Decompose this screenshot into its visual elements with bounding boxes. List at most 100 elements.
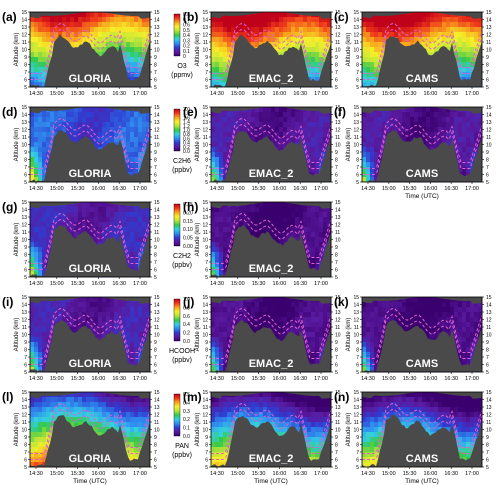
heat-cell [102, 142, 107, 148]
heat-cell [263, 12, 268, 18]
heat-cell [227, 242, 232, 248]
y-tick-label: 12 [21, 318, 27, 324]
heat-cell [422, 112, 427, 118]
heat-cell [287, 297, 292, 303]
heat-cell [299, 117, 304, 123]
heat-cell [251, 122, 256, 128]
y-tick-label: 8 [24, 158, 27, 164]
heat-cell [370, 47, 375, 53]
y-tick-label: 9 [356, 55, 359, 61]
heat-cell [255, 327, 260, 333]
heat-cell [70, 312, 75, 318]
heat-cell [134, 342, 139, 348]
heat-cell [86, 227, 91, 233]
heat-cell [362, 112, 367, 118]
heat-cell [86, 107, 91, 113]
heat-cell [211, 132, 216, 138]
heat-cell [42, 132, 47, 138]
heat-cell [219, 112, 224, 118]
heat-cell [315, 237, 320, 243]
heat-cell [110, 317, 115, 323]
heat-cell [307, 67, 312, 73]
heat-cell [219, 22, 224, 28]
heat-cell [30, 322, 35, 328]
heat-cell [307, 247, 312, 253]
heat-cell [94, 232, 99, 238]
heat-cell [30, 157, 35, 163]
heat-cell [114, 127, 119, 133]
heat-cell [102, 112, 107, 118]
heat-cell [366, 162, 371, 168]
heat-cell [366, 152, 371, 158]
x-tick-label: 17:00 [314, 281, 328, 287]
heat-cell [466, 132, 471, 138]
heat-cell [458, 122, 463, 128]
heat-cell [219, 157, 224, 163]
heat-cell [215, 312, 220, 318]
heat-cell [315, 67, 320, 73]
heat-cell [130, 57, 135, 63]
heat-cell [279, 147, 284, 153]
heat-cell [223, 302, 228, 308]
heat-cell [102, 222, 107, 228]
heat-cell [279, 12, 284, 18]
heat-cell [378, 52, 383, 58]
heat-cell [130, 347, 135, 353]
heat-cell [126, 27, 131, 33]
heat-cell [110, 22, 115, 28]
heat-cell [319, 137, 324, 143]
heat-cell [239, 212, 244, 218]
heat-cell [406, 107, 411, 113]
heat-cell [323, 37, 328, 43]
heat-cell [146, 137, 151, 143]
x-tick-label: 15:00 [382, 91, 396, 97]
contour-line [30, 23, 151, 74]
heat-cell [231, 47, 236, 53]
heat-cell [474, 152, 479, 158]
heat-cell [307, 257, 312, 263]
heat-cell [267, 312, 272, 318]
heat-cell [414, 37, 419, 43]
heat-cell [227, 62, 232, 68]
heat-cell [82, 217, 87, 223]
heat-cell [235, 122, 240, 128]
heat-cell [138, 142, 143, 148]
heat-cell [227, 117, 232, 123]
heat-cell [130, 37, 135, 43]
heat-cell [327, 122, 332, 128]
heat-cell [251, 207, 256, 213]
heat-cell [50, 32, 55, 38]
heat-cell [263, 37, 268, 43]
heat-cell [370, 72, 375, 78]
heat-cell [90, 17, 95, 23]
y-tick-label: 13 [353, 120, 359, 126]
y-tick-label-right: 7 [486, 165, 489, 171]
heat-cell [215, 317, 220, 323]
y-tick-label-right: 5 [154, 85, 157, 91]
heat-cell [307, 232, 312, 238]
heat-cell [66, 132, 71, 138]
heat-cell [142, 152, 147, 158]
heat-cell [42, 302, 47, 308]
x-tick-label: 14:30 [29, 91, 43, 97]
y-axis-label: Altitude (km) [14, 223, 20, 257]
heat-cell [231, 37, 236, 43]
heat-cell [78, 312, 83, 318]
heat-cell [235, 217, 240, 223]
heat-cell [215, 242, 220, 248]
heat-cell [319, 122, 324, 128]
heat-cell [283, 142, 288, 148]
heat-cell [50, 17, 55, 23]
heat-cell [130, 112, 135, 118]
heat-cell [34, 112, 39, 118]
heat-cell [130, 167, 135, 173]
heat-cell [362, 62, 367, 68]
heat-cell [146, 207, 151, 213]
heat-cell [211, 262, 216, 268]
heat-cell [118, 137, 123, 143]
heat-cell [30, 337, 35, 343]
heat-cell [454, 37, 459, 43]
heat-cell [243, 112, 248, 118]
heat-cell [106, 22, 111, 28]
